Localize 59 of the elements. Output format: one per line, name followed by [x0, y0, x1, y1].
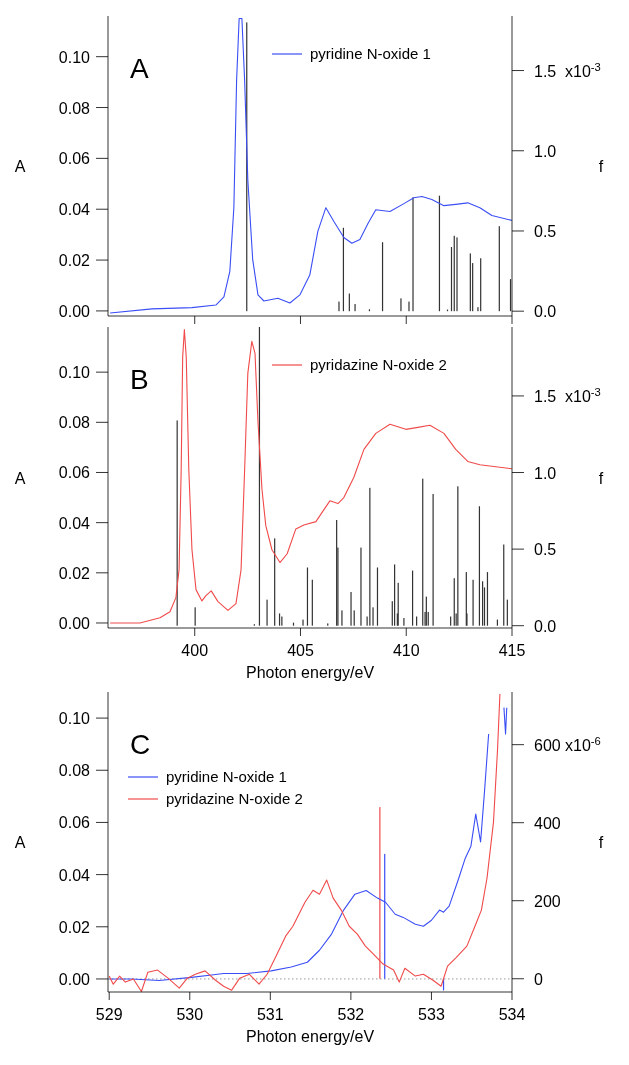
y2-tick-label: 1.0: [534, 464, 557, 482]
x-tick-label: 410: [392, 642, 420, 659]
line-series: [109, 328, 512, 624]
text: x10$^{-6}$: [565, 734, 601, 754]
y-axis-title: A: [14, 834, 26, 851]
legend-label: pyridine N-oxide 1: [310, 45, 431, 62]
y-axis-title: A: [14, 469, 26, 487]
y-tick-label: 0.02: [58, 252, 91, 270]
x-tick-label: 405: [287, 642, 314, 659]
y2-tick-label: 0.5: [534, 541, 557, 559]
legend-label: pyridazine N-oxide 2: [310, 356, 447, 373]
x-tick-label: 531: [256, 1006, 284, 1023]
y2-tick-label: 1.5: [534, 62, 557, 80]
y2-tick-label: 1.0: [534, 142, 557, 160]
annotation: B: [130, 364, 149, 395]
y-tick-label: 0.00: [58, 614, 91, 632]
y2-tick-label: 200: [534, 892, 561, 910]
y-tick-label: 0.02: [58, 564, 91, 582]
y-tick-label: 0.08: [58, 762, 91, 780]
x-tick-label: 534: [498, 1006, 526, 1023]
y-tick-label: 0.10: [58, 710, 91, 728]
y-tick-label: 0.06: [58, 814, 91, 832]
y-tick-label: 0.08: [58, 414, 91, 432]
x-axis-title: Photon energy/eV: [245, 1028, 375, 1045]
y2-tick-label: 0.0: [534, 303, 557, 321]
y2-axis-title: f: [598, 158, 604, 175]
y2-tick-label: 0: [534, 970, 543, 988]
y-tick-label: 0.10: [58, 364, 91, 382]
y2-tick-label: 1.5: [534, 387, 557, 405]
y2-axis-title: f: [598, 469, 604, 487]
y2-tick-label: 0.5: [534, 222, 557, 240]
legend-label: pyridazine N-oxide 2: [166, 790, 303, 807]
text: x10$^{-3}$: [565, 385, 601, 405]
y-tick-label: 0.08: [58, 99, 91, 117]
x-tick-label: 415: [498, 642, 526, 659]
y-tick-label: 0.10: [58, 48, 91, 66]
legend-label: pyridine N-oxide 1: [166, 768, 287, 785]
y-axis-title: A: [14, 158, 26, 175]
y-tick-label: 0.04: [58, 866, 91, 884]
x-axis-title: Photon energy/eV: [245, 664, 375, 681]
x-tick-label: 529: [95, 1006, 123, 1023]
x-tick-label: 533: [418, 1006, 445, 1023]
y2-tick-label: 600: [534, 736, 561, 754]
annotation: C: [130, 729, 151, 760]
annotation: A: [130, 53, 149, 84]
text: x10$^{-3}$: [565, 60, 601, 80]
x-tick-label: 532: [337, 1006, 365, 1023]
y-tick-label: 0.04: [58, 514, 91, 532]
x-tick-label: 530: [176, 1006, 204, 1023]
y-tick-label: 0.00: [58, 302, 91, 320]
y-tick-label: 0.06: [58, 464, 91, 482]
y2-axis-title: f: [598, 834, 604, 851]
y2-tick-label: 0.0: [534, 617, 557, 635]
y-tick-label: 0.00: [58, 970, 91, 988]
y-tick-label: 0.06: [58, 150, 91, 168]
x-tick-label: 400: [181, 642, 209, 659]
y2-tick-label: 400: [534, 814, 561, 832]
y-tick-label: 0.04: [58, 201, 91, 219]
y-tick-label: 0.02: [58, 918, 91, 936]
